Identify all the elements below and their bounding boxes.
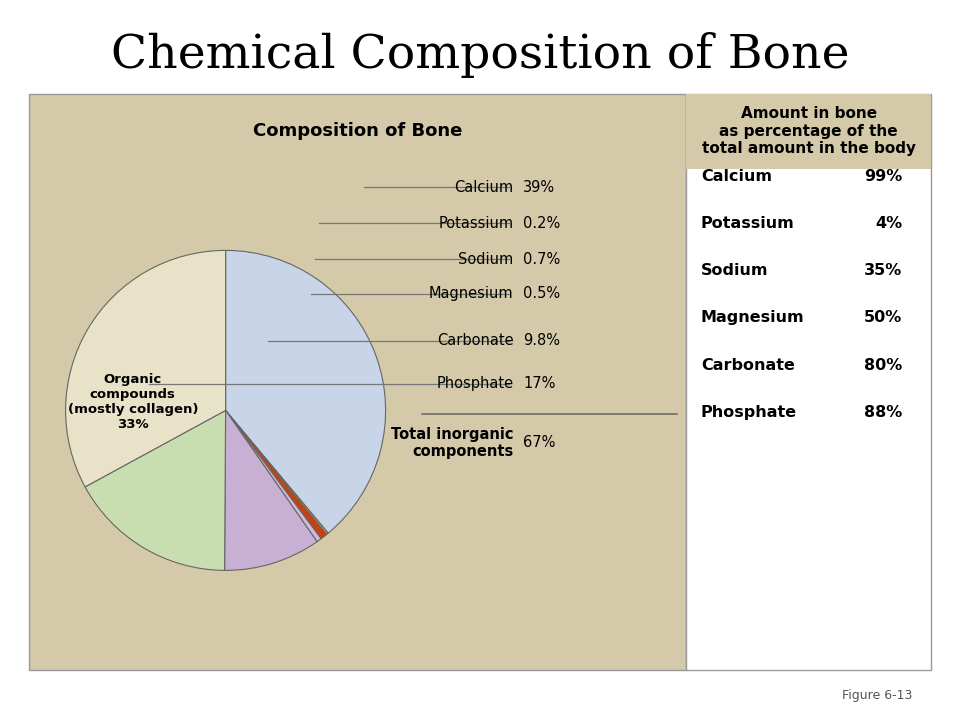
Text: Carbonate: Carbonate xyxy=(701,358,795,372)
Text: Sodium: Sodium xyxy=(701,264,768,278)
Text: 9.8%: 9.8% xyxy=(523,333,561,348)
Text: Amount in bone
as percentage of the
total amount in the body: Amount in bone as percentage of the tota… xyxy=(702,107,916,156)
Text: Composition of Bone: Composition of Bone xyxy=(252,122,463,140)
Wedge shape xyxy=(226,410,326,539)
Text: Calcium: Calcium xyxy=(701,169,772,184)
Text: Figure 6-13: Figure 6-13 xyxy=(842,689,912,702)
Text: Total inorganic
components: Total inorganic components xyxy=(391,426,514,459)
Text: 4%: 4% xyxy=(876,216,902,231)
Text: 99%: 99% xyxy=(864,169,902,184)
Text: 0.2%: 0.2% xyxy=(523,216,561,230)
Wedge shape xyxy=(85,410,226,570)
Text: Phosphate: Phosphate xyxy=(701,405,797,420)
Text: Carbonate: Carbonate xyxy=(437,333,514,348)
Text: Magnesium: Magnesium xyxy=(429,287,514,301)
Text: Organic
compounds
(mostly collagen)
33%: Organic compounds (mostly collagen) 33% xyxy=(67,374,198,431)
Text: Sodium: Sodium xyxy=(458,252,514,266)
Text: 17%: 17% xyxy=(523,377,556,391)
Wedge shape xyxy=(226,251,386,534)
Text: Phosphate: Phosphate xyxy=(437,377,514,391)
Text: 88%: 88% xyxy=(864,405,902,420)
Text: 0.7%: 0.7% xyxy=(523,252,561,266)
Wedge shape xyxy=(225,410,317,570)
Text: Calcium: Calcium xyxy=(454,180,514,194)
Text: 39%: 39% xyxy=(523,180,555,194)
Text: 35%: 35% xyxy=(864,264,902,278)
Text: Chemical Composition of Bone: Chemical Composition of Bone xyxy=(110,32,850,78)
Text: Potassium: Potassium xyxy=(701,216,795,231)
Wedge shape xyxy=(226,410,328,534)
Text: Potassium: Potassium xyxy=(439,216,514,230)
Text: 0.5%: 0.5% xyxy=(523,287,561,301)
Text: Magnesium: Magnesium xyxy=(701,310,804,325)
Wedge shape xyxy=(65,251,226,487)
Text: 80%: 80% xyxy=(864,358,902,372)
Wedge shape xyxy=(226,410,321,541)
Text: 67%: 67% xyxy=(523,436,556,450)
Text: 50%: 50% xyxy=(864,310,902,325)
